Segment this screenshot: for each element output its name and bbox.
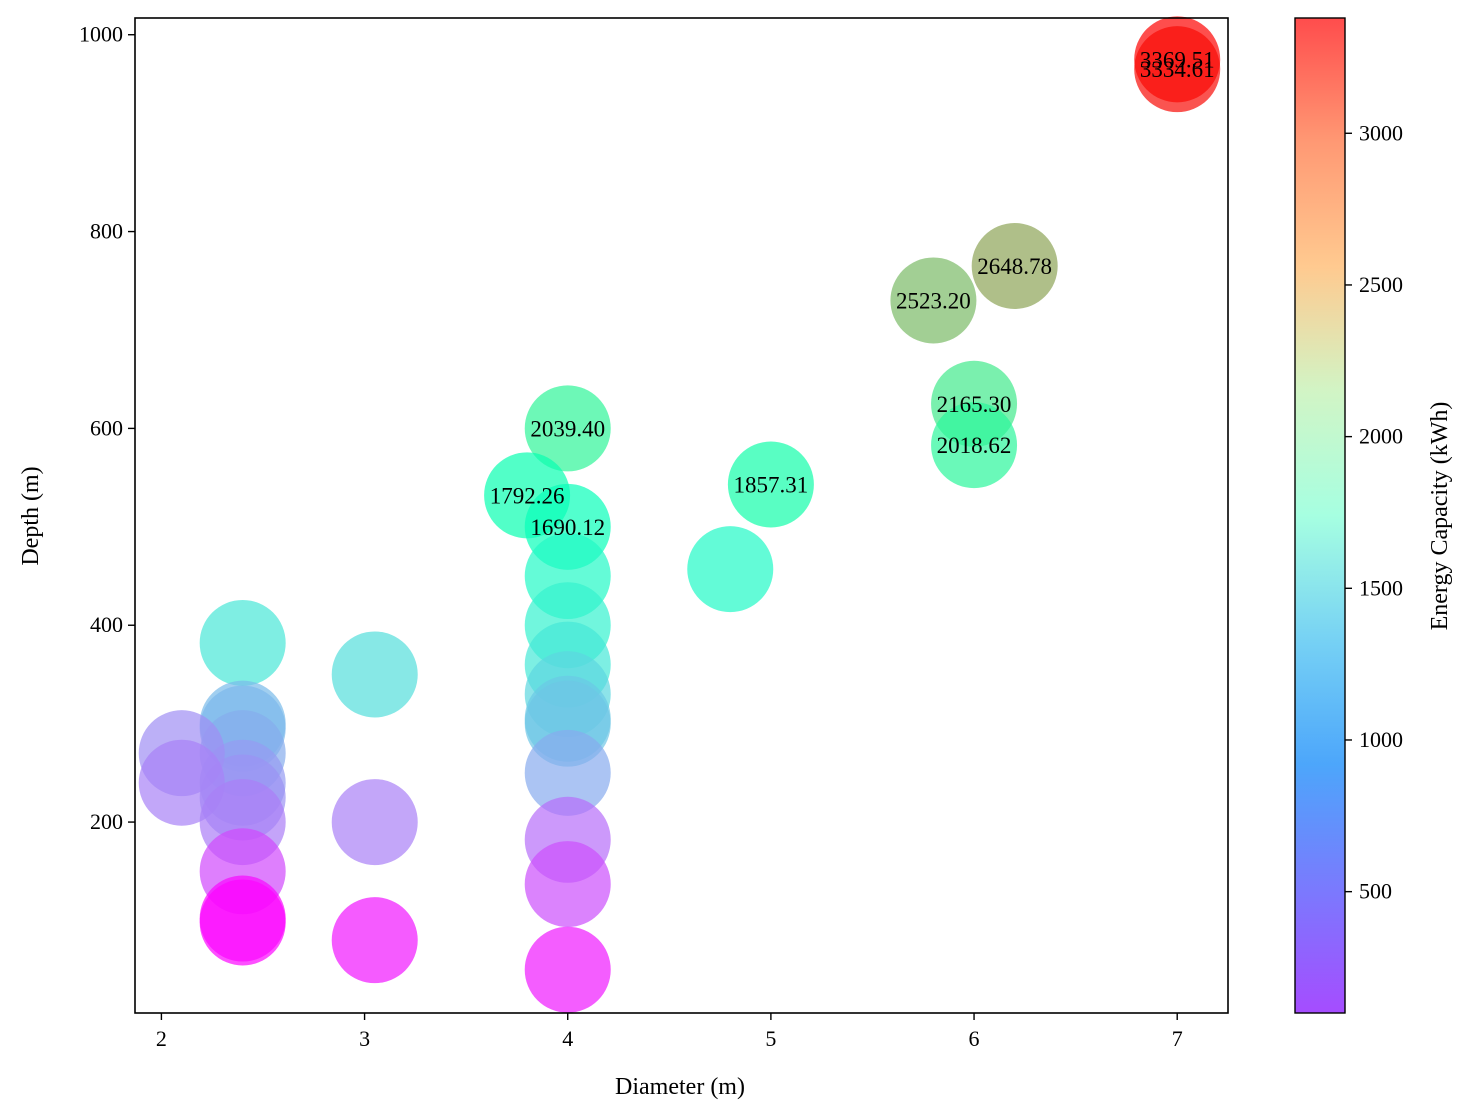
data-point [524, 926, 611, 1013]
colorbar-tick-label: 500 [1359, 879, 1392, 904]
data-label: 3334.61 [1140, 57, 1215, 82]
data-label: 2039.40 [530, 416, 605, 441]
data-point [331, 897, 418, 984]
data-label: 2523.20 [896, 288, 971, 313]
data-point [138, 739, 225, 826]
data-point [931, 402, 1018, 489]
x-tick-label: 3 [359, 1026, 370, 1051]
y-tick-label: 400 [90, 612, 123, 637]
data-label: 1792.26 [490, 483, 565, 508]
y-tick-label: 200 [90, 809, 123, 834]
colorbar-tick-label: 1000 [1359, 727, 1403, 752]
data-point [331, 779, 418, 866]
x-tick-label: 6 [969, 1026, 980, 1051]
data-label: 2165.30 [937, 392, 1012, 417]
colorbar-tick-label: 2500 [1359, 272, 1403, 297]
colorbar-tick-label: 3000 [1359, 120, 1403, 145]
data-points [138, 16, 1221, 1013]
data-label: 3369.51 [1140, 47, 1215, 72]
data-point [199, 879, 286, 966]
data-point [199, 599, 286, 686]
x-tick-label: 2 [156, 1026, 167, 1051]
x-tick-label: 7 [1172, 1026, 1183, 1051]
data-label: 2648.78 [977, 254, 1052, 279]
data-point [890, 257, 977, 344]
data-point [524, 841, 611, 928]
y-tick-label: 1000 [79, 22, 123, 47]
y-axis-title: Depth (m) [18, 466, 44, 565]
data-label: 1690.12 [530, 515, 605, 540]
data-label: 2018.62 [937, 433, 1012, 458]
colorbar-tick-label: 1500 [1359, 575, 1403, 600]
colorbar-title: Energy Capacity (kWh) [1427, 402, 1453, 631]
data-point [524, 385, 611, 472]
y-tick-label: 600 [90, 415, 123, 440]
data-point [524, 729, 611, 816]
y-tick-label: 800 [90, 219, 123, 244]
colorbar-tick-label: 2000 [1359, 424, 1403, 449]
data-point [331, 631, 418, 718]
x-axis: 2 3 4 5 6 7 [156, 1013, 1183, 1051]
x-axis-title: Diameter (m) [615, 1074, 745, 1100]
data-point [971, 223, 1058, 310]
colorbar-axis: 500 1000 1500 2000 2500 3000 [1345, 120, 1403, 904]
colorbar-bar [1295, 18, 1345, 1013]
y-axis: 200 400 600 800 1000 [79, 22, 135, 834]
data-point [687, 526, 774, 613]
x-tick-label: 5 [765, 1026, 776, 1051]
data-label: 1857.31 [734, 472, 809, 497]
data-point [727, 441, 814, 528]
plot-area-frame [134, 17, 1229, 1014]
x-tick-label: 4 [562, 1026, 573, 1051]
colorbar-frame [1294, 17, 1346, 1014]
data-point [1134, 26, 1221, 113]
